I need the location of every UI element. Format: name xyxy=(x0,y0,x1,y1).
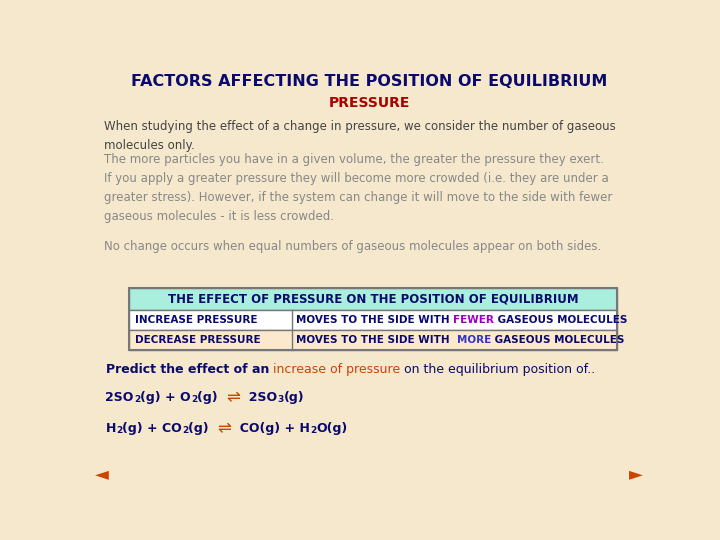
Text: 3: 3 xyxy=(277,395,284,404)
Text: 2SO: 2SO xyxy=(240,391,277,404)
Text: increase of pressure: increase of pressure xyxy=(274,363,400,376)
Text: GASEOUS MOLECULES: GASEOUS MOLECULES xyxy=(491,335,625,345)
Bar xyxy=(129,309,617,330)
Text: GASEOUS MOLECULES: GASEOUS MOLECULES xyxy=(494,315,628,325)
Text: No change occurs when equal numbers of gaseous molecules appear on both sides.: No change occurs when equal numbers of g… xyxy=(104,240,601,253)
Bar xyxy=(129,330,617,350)
Text: 2: 2 xyxy=(191,395,197,404)
Text: The more particles you have in a given volume, the greater the pressure they exe: The more particles you have in a given v… xyxy=(104,153,612,224)
Text: MORE: MORE xyxy=(457,335,491,345)
Bar xyxy=(129,288,617,350)
Text: 2: 2 xyxy=(182,426,188,435)
Text: (g): (g) xyxy=(188,422,217,435)
Text: (g) + O: (g) + O xyxy=(140,391,191,404)
Text: MOVES TO THE SIDE WITH: MOVES TO THE SIDE WITH xyxy=(296,335,457,345)
Text: ►: ► xyxy=(629,465,643,483)
Text: THE EFFECT OF PRESSURE ON THE POSITION OF EQUILIBRIUM: THE EFFECT OF PRESSURE ON THE POSITION O… xyxy=(168,292,578,306)
Text: O(g): O(g) xyxy=(317,422,348,435)
Text: MOVES TO THE SIDE WITH: MOVES TO THE SIDE WITH xyxy=(296,315,454,325)
Text: DECREASE PRESSURE: DECREASE PRESSURE xyxy=(135,335,261,345)
Text: 2: 2 xyxy=(310,426,317,435)
Text: Predict the effect of an: Predict the effect of an xyxy=(106,363,274,376)
Text: When studying the effect of a change in pressure, we consider the number of gase: When studying the effect of a change in … xyxy=(104,120,616,152)
Text: 2: 2 xyxy=(116,426,122,435)
Text: (g) + CO: (g) + CO xyxy=(122,422,182,435)
Text: ⇌: ⇌ xyxy=(226,388,240,407)
Text: PRESSURE: PRESSURE xyxy=(328,96,410,110)
Text: (g): (g) xyxy=(284,391,305,404)
Text: ◄: ◄ xyxy=(95,465,109,483)
Text: ⇌: ⇌ xyxy=(217,419,231,437)
Text: 2: 2 xyxy=(134,395,140,404)
Text: INCREASE PRESSURE: INCREASE PRESSURE xyxy=(135,315,258,325)
Text: 2SO: 2SO xyxy=(106,391,134,404)
Text: on the equilibrium position of..: on the equilibrium position of.. xyxy=(400,363,595,376)
Text: CO(g) + H: CO(g) + H xyxy=(231,422,310,435)
Bar xyxy=(129,288,617,309)
Text: H: H xyxy=(106,422,116,435)
Text: (g): (g) xyxy=(197,391,226,404)
Text: FACTORS AFFECTING THE POSITION OF EQUILIBRIUM: FACTORS AFFECTING THE POSITION OF EQUILI… xyxy=(131,74,607,89)
Text: FEWER: FEWER xyxy=(454,315,494,325)
